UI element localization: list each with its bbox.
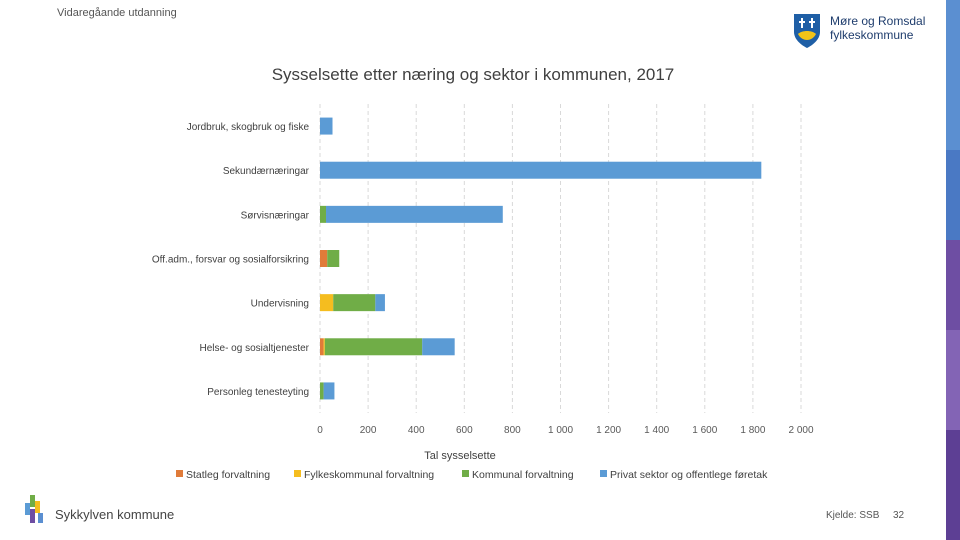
chart-title: Sysselsette etter næring og sektor i kom… bbox=[272, 65, 675, 84]
county-shield-icon bbox=[794, 14, 820, 48]
bar-segment bbox=[422, 338, 455, 356]
footer-municipality: Sykkylven kommune bbox=[55, 507, 175, 522]
x-tick-label: 1 200 bbox=[596, 425, 621, 436]
category-label: Off.adm., forsvar og sosialforsikring bbox=[152, 255, 309, 266]
x-tick-label: 2 000 bbox=[788, 425, 813, 436]
county-logo: Møre og Romsdal fylkeskommune bbox=[792, 12, 932, 52]
bar-segment bbox=[323, 382, 335, 400]
x-tick-label: 0 bbox=[317, 425, 323, 436]
bar-segment bbox=[320, 250, 328, 267]
top-label: Vidaregåande utdanning bbox=[57, 7, 177, 19]
category-label: Sekundærnæringar bbox=[223, 166, 310, 177]
page-number: 32 bbox=[893, 510, 905, 521]
x-tick-label: 1 600 bbox=[692, 425, 717, 436]
bar-segment bbox=[326, 205, 503, 223]
legend-label: Fylkeskommunal forvaltning bbox=[304, 469, 434, 481]
category-label: Jordbruk, skogbruk og fiske bbox=[187, 122, 310, 133]
bar-segment bbox=[324, 338, 423, 356]
bar-segment bbox=[333, 294, 376, 312]
logo-line-1: Møre og Romsdal bbox=[830, 14, 926, 28]
category-label: Undervisning bbox=[251, 299, 309, 310]
legend-swatch bbox=[176, 470, 183, 477]
x-tick-label: 1 400 bbox=[644, 425, 669, 436]
bar-segment bbox=[320, 161, 762, 179]
x-tick-label: 400 bbox=[408, 425, 425, 436]
x-tick-label: 600 bbox=[456, 425, 473, 436]
x-tick-label: 800 bbox=[504, 425, 521, 436]
x-axis-label: Tal sysselsette bbox=[424, 450, 496, 462]
footer-source: Kjelde: SSB bbox=[826, 510, 880, 521]
legend-label: Privat sektor og offentlege føretak bbox=[610, 469, 768, 481]
bar-segment bbox=[320, 338, 324, 356]
bar-segment bbox=[320, 382, 324, 400]
legend-swatch bbox=[294, 470, 301, 477]
x-tick-label: 200 bbox=[360, 425, 377, 436]
bar-segment bbox=[320, 117, 333, 135]
bar-segment bbox=[375, 294, 385, 312]
legend-swatch bbox=[600, 470, 607, 477]
x-tick-label: 1 000 bbox=[548, 425, 573, 436]
legend-swatch bbox=[462, 470, 469, 477]
category-label: Sørvisnæringar bbox=[241, 210, 310, 221]
category-label: Personleg tenesteyting bbox=[207, 387, 309, 398]
legend-label: Statleg forvaltning bbox=[186, 469, 270, 481]
x-tick-label: 1 800 bbox=[740, 425, 765, 436]
bar-segment bbox=[327, 250, 340, 267]
logo-line-2: fylkeskommune bbox=[830, 28, 914, 42]
category-label: Helse- og sosialtjenester bbox=[200, 343, 310, 354]
legend-label: Kommunal forvaltning bbox=[472, 469, 574, 481]
footer-logo-icon bbox=[25, 495, 43, 523]
bar-segment bbox=[320, 205, 327, 223]
bar-segment bbox=[320, 294, 334, 312]
right-decorative-stripe bbox=[946, 0, 960, 540]
bar-segment bbox=[323, 338, 325, 356]
